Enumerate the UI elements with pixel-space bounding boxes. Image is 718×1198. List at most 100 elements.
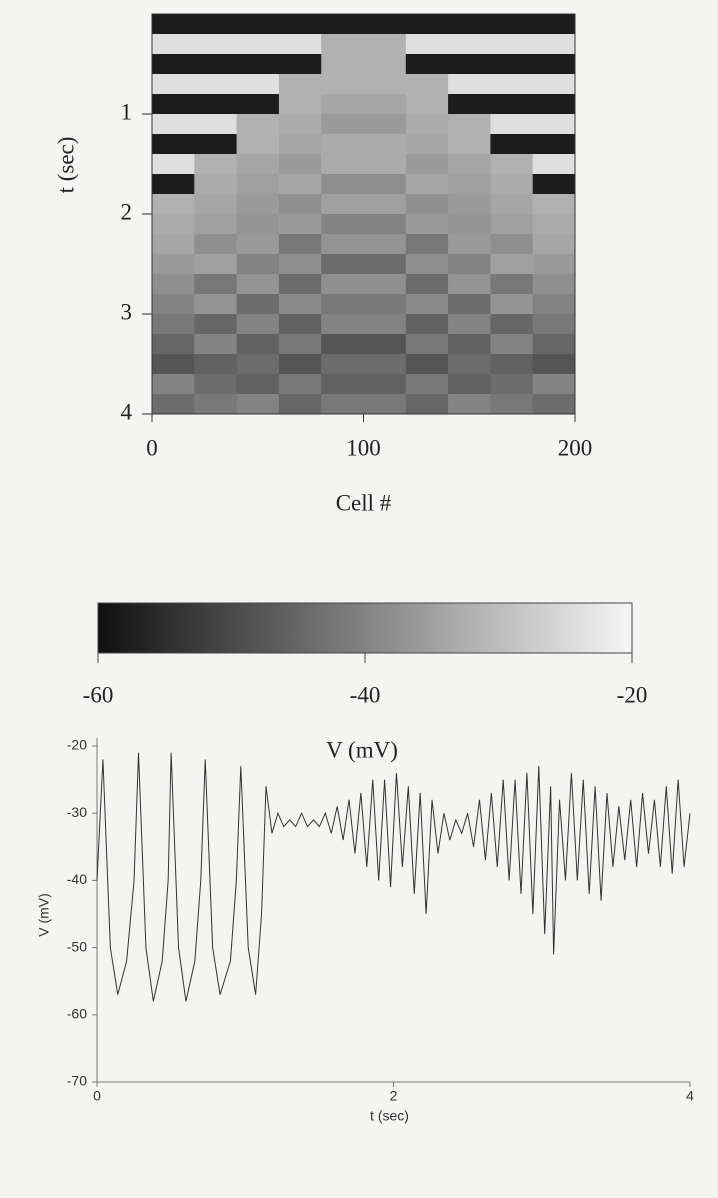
heat-cell (194, 214, 238, 235)
y-axis-label: V (mV) (36, 893, 52, 937)
heat-cell (448, 154, 491, 175)
heat-cell (532, 134, 576, 155)
heat-cell (490, 34, 534, 55)
heat-cell (532, 174, 576, 195)
heat-cell (363, 214, 407, 235)
heat-cell (321, 214, 364, 235)
heat-cell (532, 74, 576, 95)
heat-cell (152, 334, 195, 355)
heat-cell (490, 334, 534, 355)
heat-cell (448, 354, 491, 375)
y-axis-label: t (sec) (53, 137, 78, 194)
y-tick-label: 2 (121, 199, 133, 224)
heat-cell (194, 34, 238, 55)
heat-cell (490, 394, 534, 415)
x-axis-label: Cell # (336, 490, 392, 515)
heat-cell (321, 34, 364, 55)
heat-cell (194, 174, 238, 195)
heat-cell (490, 114, 534, 135)
heat-cell (152, 94, 195, 115)
y-tick-label: -50 (67, 938, 87, 954)
heat-cell (321, 354, 364, 375)
heat-cell (152, 34, 195, 55)
heat-cell (448, 174, 491, 195)
heat-cell (321, 254, 364, 275)
heat-cell (152, 374, 195, 395)
heat-cell (194, 394, 238, 415)
heat-cell (532, 354, 576, 375)
y-tick-label: -60 (67, 1006, 87, 1022)
heat-cell (448, 54, 491, 75)
heat-cell (448, 74, 491, 95)
heat-cell (278, 374, 322, 395)
heat-cell (448, 14, 491, 35)
heat-cell (321, 394, 364, 415)
heat-cell (236, 254, 280, 275)
y-tick-label: 4 (121, 399, 133, 424)
heat-cell (448, 114, 491, 135)
heat-cell (152, 314, 195, 335)
heat-cell (363, 254, 407, 275)
heat-cell (363, 74, 407, 95)
heat-cell (490, 14, 534, 35)
heat-cell (405, 234, 449, 255)
heat-cell (405, 334, 449, 355)
colorbar (97, 602, 633, 654)
heat-cell (448, 94, 491, 115)
heat-cell (532, 334, 576, 355)
heat-cell (405, 294, 449, 315)
heat-cell (278, 354, 322, 375)
heat-cell (278, 274, 322, 295)
heat-cell (405, 194, 449, 215)
heat-cell (152, 54, 195, 75)
heat-cell (278, 194, 322, 215)
heat-cell (321, 54, 364, 75)
heat-cell (321, 14, 364, 35)
heat-cell (363, 114, 407, 135)
heat-cell (448, 394, 491, 415)
heat-cell (490, 134, 534, 155)
heat-cell (490, 274, 534, 295)
heat-cell (363, 34, 407, 55)
heat-cell (194, 54, 238, 75)
heat-cell (194, 194, 238, 215)
heat-cell (278, 234, 322, 255)
heat-cell (194, 94, 238, 115)
heat-cell (448, 294, 491, 315)
heat-cell (321, 234, 364, 255)
heat-cell (278, 134, 322, 155)
heat-cell (152, 394, 195, 415)
heat-cell (321, 194, 364, 215)
heat-cell (532, 314, 576, 335)
heat-cell (490, 94, 534, 115)
heat-cell (321, 74, 364, 95)
heat-cell (490, 214, 534, 235)
heat-cell (532, 154, 576, 175)
heat-cell (363, 94, 407, 115)
heat-cell (405, 94, 449, 115)
heat-cell (532, 294, 576, 315)
heat-cell (490, 174, 534, 195)
heat-cell (278, 314, 322, 335)
heat-cell (236, 34, 280, 55)
heat-cell (278, 214, 322, 235)
heat-cell (236, 194, 280, 215)
heat-cell (448, 274, 491, 295)
heat-cell (363, 274, 407, 295)
heat-cell (321, 274, 364, 295)
heat-cell (236, 394, 280, 415)
heat-cell (448, 214, 491, 235)
heat-cell (278, 394, 322, 415)
heat-cell (152, 294, 195, 315)
heat-cell (321, 374, 364, 395)
x-axis-label: t (sec) (370, 1108, 409, 1124)
heat-cell (278, 254, 322, 275)
heat-cell (363, 194, 407, 215)
heat-cell (321, 334, 364, 355)
x-tick-label: 200 (558, 435, 593, 460)
heat-cell (532, 394, 576, 415)
heat-cell (236, 374, 280, 395)
heat-cell (194, 74, 238, 95)
x-tick-label: -40 (350, 682, 381, 707)
heat-cell (152, 234, 195, 255)
